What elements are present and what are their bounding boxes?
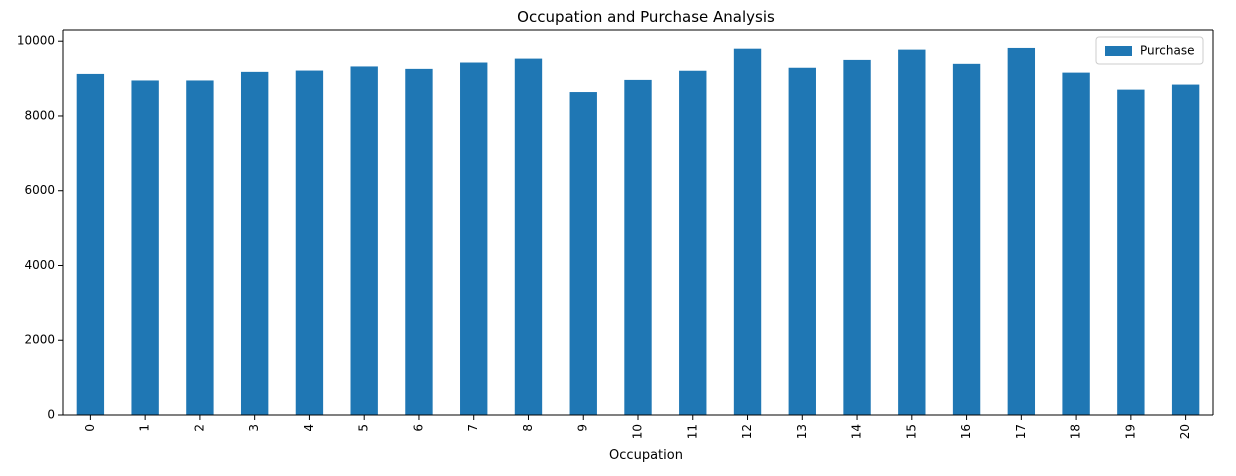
x-tick-label: 7 [466, 424, 480, 432]
x-tick-label: 20 [1178, 424, 1192, 439]
bar-2 [186, 80, 214, 415]
x-tick-label: 16 [959, 424, 973, 439]
legend-box [1095, 36, 1204, 65]
bar-0 [76, 73, 105, 415]
x-ticks-group: 0 1 2 3 4 5 6 7 8 9 10 11 12 13 14 15 16 17 18 19 20 [83, 415, 1192, 439]
x-tick-label: 11 [685, 424, 699, 439]
x-tick-label: 9 [576, 424, 590, 432]
bar-17 [1007, 47, 1036, 416]
bars-group [76, 47, 1200, 416]
bar-9 [569, 92, 597, 415]
y-tick-label: 4000 [24, 258, 55, 272]
legend-label: Purchase [1140, 44, 1195, 58]
bar-13 [788, 67, 816, 415]
x-tick-label: 8 [521, 424, 535, 432]
bar-12 [733, 48, 762, 415]
bar-15 [898, 49, 926, 416]
legend-swatch [1105, 46, 1132, 56]
x-tick-label: 18 [1069, 424, 1083, 439]
bar-20 [1171, 84, 1200, 415]
bar-6 [405, 68, 433, 416]
x-tick-label: 6 [411, 424, 425, 432]
x-tick-label: 17 [1014, 424, 1028, 439]
x-tick-label: 12 [740, 424, 754, 439]
y-tick-label: 2000 [24, 333, 55, 347]
x-tick-label: 4 [302, 424, 316, 432]
x-axis-label: Occupation [609, 448, 683, 463]
x-tick-label: 13 [795, 424, 809, 439]
x-tick-label: 1 [138, 424, 152, 432]
bar-18 [1062, 72, 1090, 416]
bar-11 [679, 70, 707, 415]
bar-8 [514, 58, 543, 415]
x-tick-label: 14 [850, 424, 864, 439]
x-tick-label: 10 [631, 424, 645, 439]
x-tick-label: 19 [1123, 424, 1137, 439]
y-tick-label: 10000 [17, 34, 55, 48]
bar-16 [952, 63, 981, 416]
y-tick-label: 0 [47, 408, 55, 422]
y-ticks-group: 0 2000 4000 6000 8000 10000 [17, 34, 63, 422]
bar-10 [624, 79, 652, 415]
bar-19 [1117, 89, 1145, 416]
bar-14 [843, 59, 871, 415]
bar-4 [295, 70, 324, 416]
bar-7 [460, 62, 488, 416]
legend: Purchase [1095, 36, 1204, 65]
x-tick-label: 3 [247, 424, 261, 432]
y-tick-label: 6000 [24, 183, 55, 197]
x-tick-label: 2 [192, 424, 206, 432]
x-tick-label: 5 [357, 424, 371, 432]
bar-1 [131, 80, 159, 415]
x-tick-label: 15 [904, 424, 918, 439]
chart-title: Occupation and Purchase Analysis [517, 8, 775, 26]
y-tick-label: 8000 [24, 108, 55, 122]
bar-3 [240, 71, 269, 415]
x-tick-label: 0 [83, 424, 97, 432]
bar-5 [350, 66, 378, 415]
